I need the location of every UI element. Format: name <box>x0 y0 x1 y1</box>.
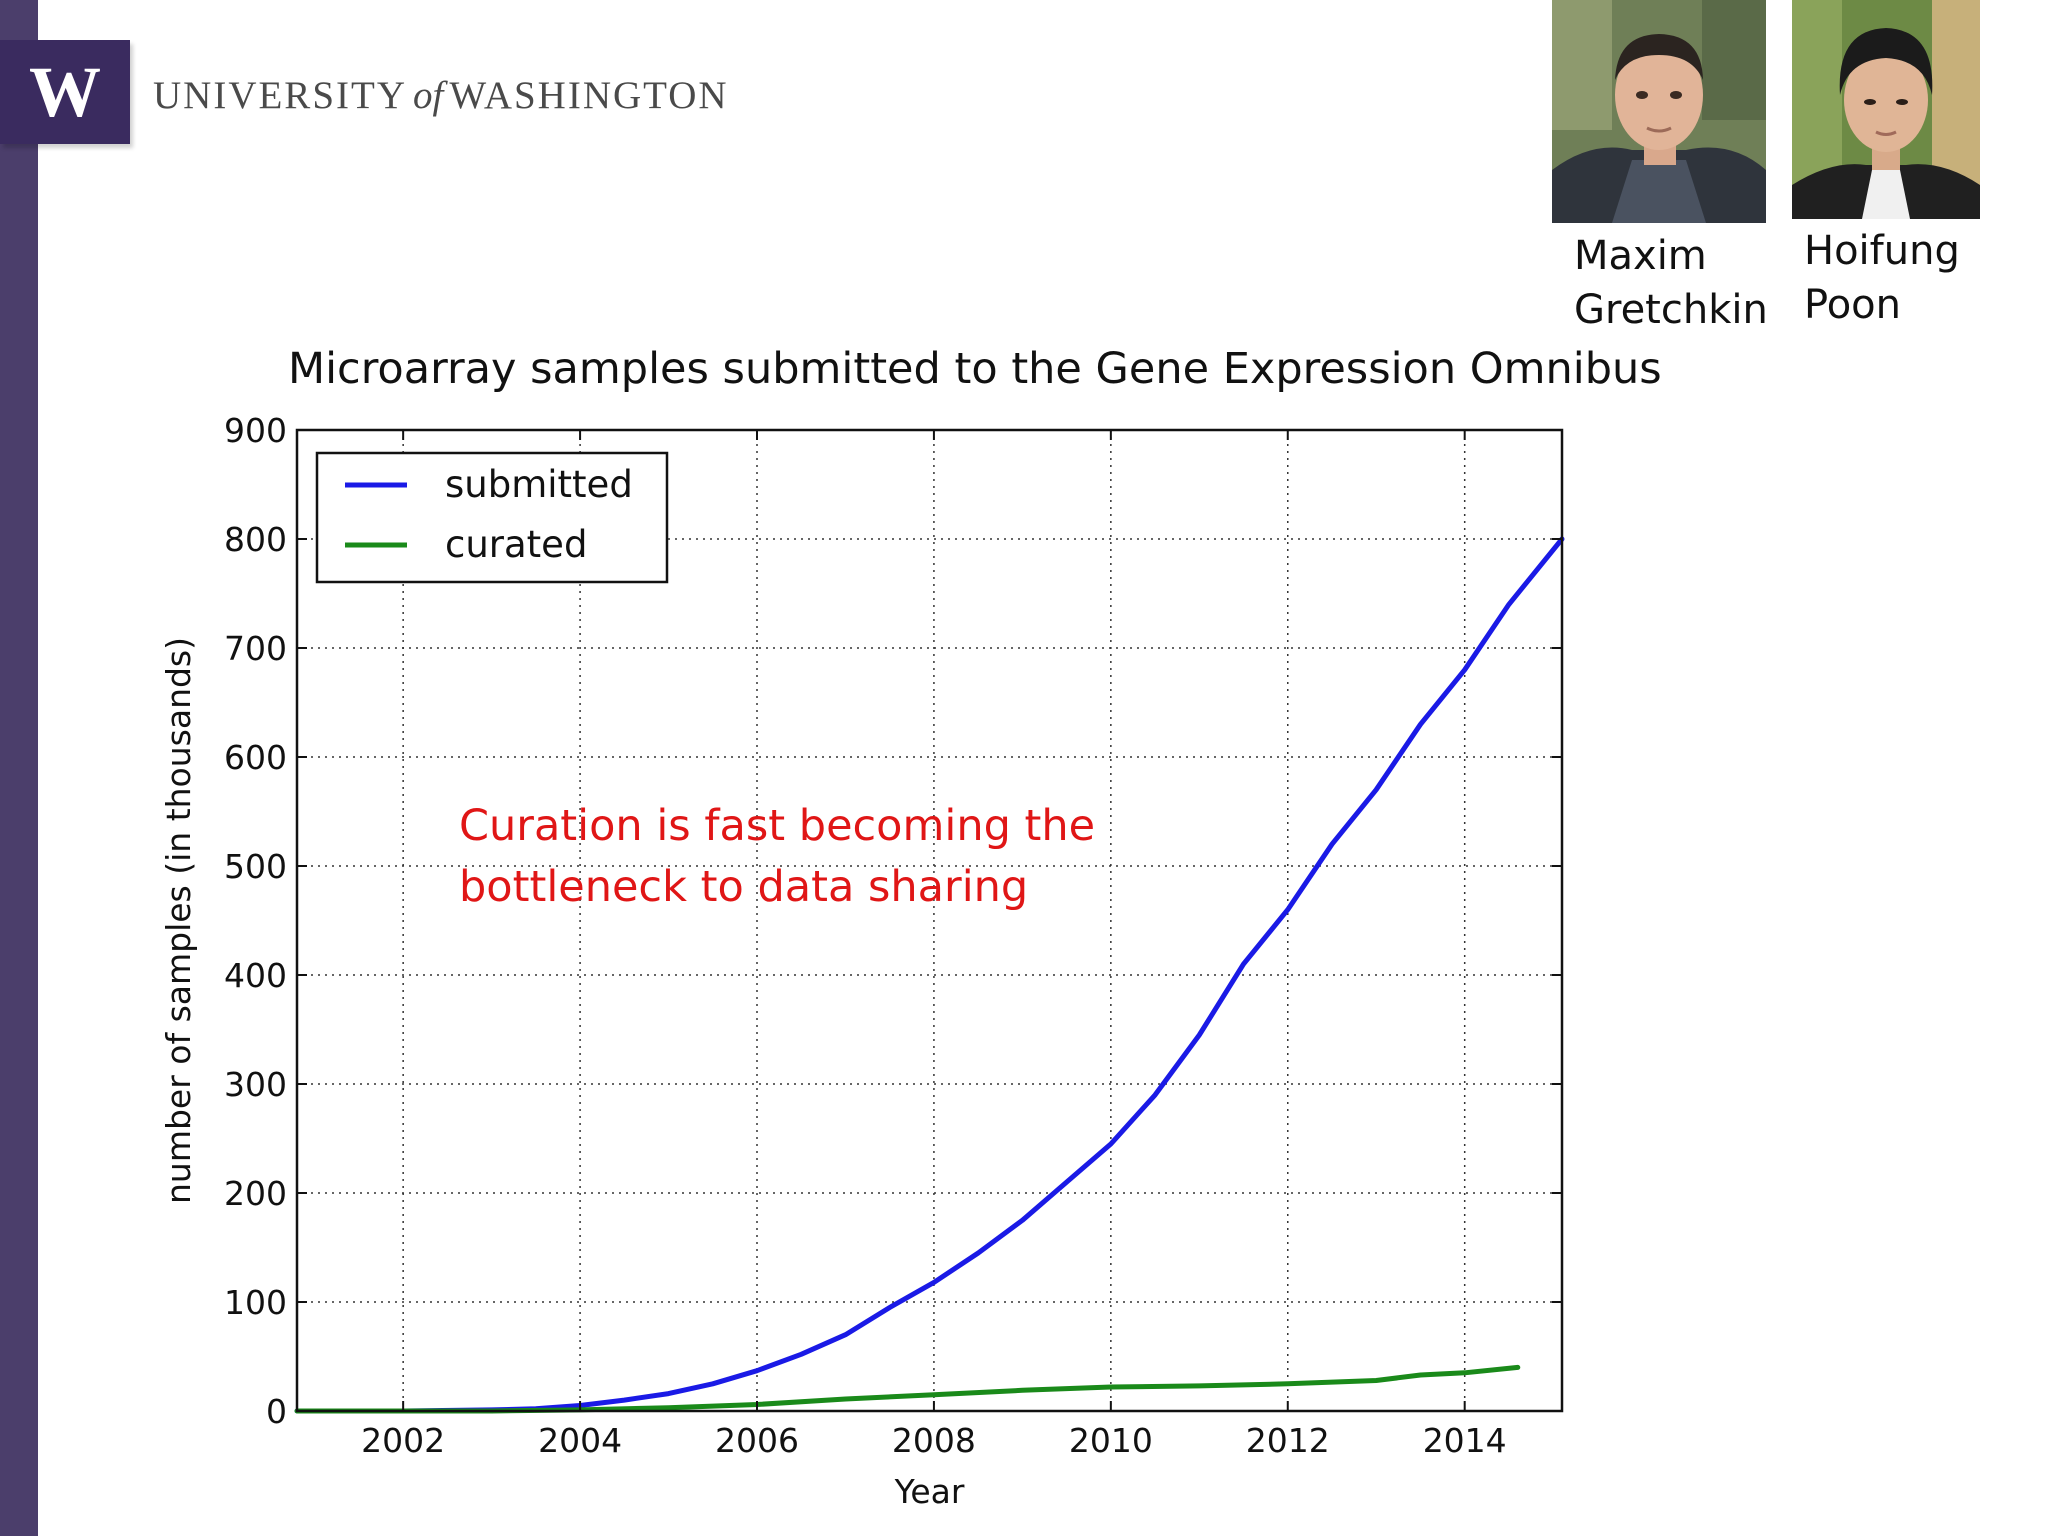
university-name-of: of <box>412 74 444 117</box>
legend-label-submitted: submitted <box>445 463 633 506</box>
annotation-line-1: Curation is fast becoming the <box>459 801 1096 851</box>
portrait-photo-hoifung <box>1792 0 1980 219</box>
series-line-submitted <box>294 536 1565 1414</box>
person-last-name: Poon <box>1804 282 1901 328</box>
legend-box <box>315 451 669 584</box>
annotation-line-2: bottleneck to data sharing <box>459 862 1029 912</box>
x-tick-label: 2014 <box>1423 1421 1507 1460</box>
person-first-name: Maxim <box>1574 233 1707 279</box>
y-tick-label: 400 <box>224 956 287 995</box>
y-tick-label: 100 <box>224 1283 287 1322</box>
x-tick-label: 2012 <box>1246 1421 1330 1460</box>
university-name-suffix: WASHINGTON <box>449 74 729 117</box>
series-line-curated <box>294 1364 1521 1414</box>
y-axis-label: number of samples (in thousands) <box>159 637 198 1204</box>
y-tick-label: 700 <box>224 629 287 668</box>
x-tick-label: 2002 <box>361 1421 445 1460</box>
y-tick-label: 300 <box>224 1065 287 1104</box>
x-tick-label: 2006 <box>715 1421 799 1460</box>
university-name-prefix: UNIVERSITY <box>153 74 407 117</box>
x-tick-label: 2010 <box>1069 1421 1153 1460</box>
uw-logo: W <box>0 40 130 144</box>
plot-frame <box>295 428 1564 1413</box>
portrait-photo-maxim <box>1552 0 1766 223</box>
uw-logo-letter: W <box>29 52 101 132</box>
y-tick-label: 800 <box>224 520 287 559</box>
person-last-name: Gretchkin <box>1574 287 1768 333</box>
legend-label-curated: curated <box>445 523 587 566</box>
person-name-maxim: Maxim Gretchkin <box>1574 229 1768 337</box>
legend: submitted curated <box>315 451 669 584</box>
person-name-hoifung: Hoifung Poon <box>1804 224 1960 332</box>
brand-side-bar <box>0 0 38 1536</box>
slide-title: Microarray samples submitted to the Gene… <box>288 344 1662 394</box>
y-tick-label: 200 <box>224 1174 287 1213</box>
y-tick-label: 900 <box>224 411 287 450</box>
y-tick-label: 0 <box>266 1392 287 1431</box>
university-name: UNIVERSITY of WASHINGTON <box>153 73 729 118</box>
x-tick-label: 2008 <box>892 1421 976 1460</box>
axis-ticks: 2002 2004 2006 2008 2010 2012 2014 0 100 200 300 40… <box>224 411 1562 1460</box>
curation-annotation: Curation is fast becoming the bottleneck… <box>459 796 1099 918</box>
y-tick-label: 500 <box>224 847 287 886</box>
y-tick-label: 600 <box>224 738 287 777</box>
x-tick-label: 2004 <box>538 1421 622 1460</box>
person-first-name: Hoifung <box>1804 228 1960 274</box>
x-axis-label: Year <box>894 1472 965 1511</box>
